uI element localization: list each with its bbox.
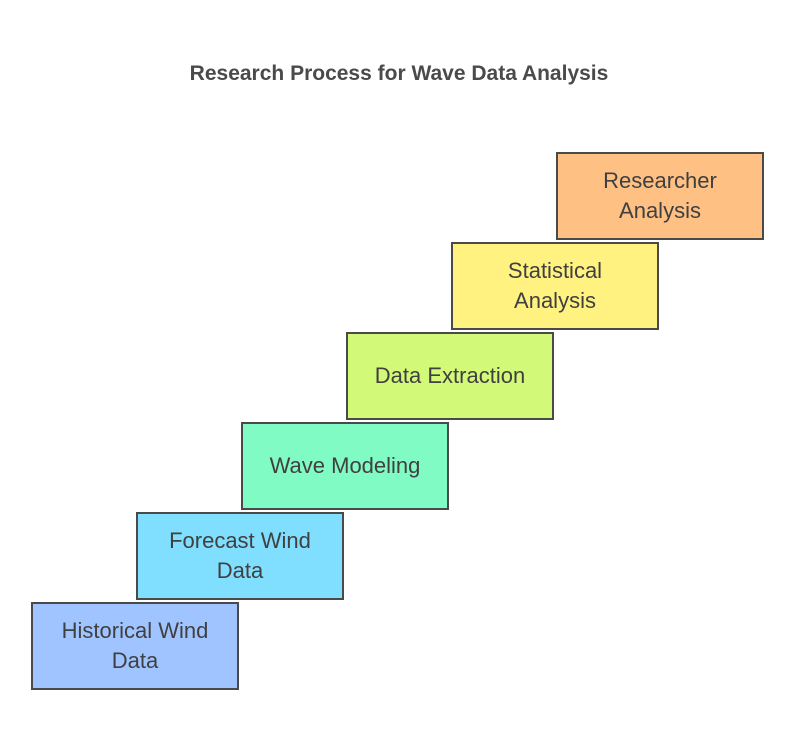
step-label: Data Extraction	[374, 363, 526, 388]
step-label: Wave Modeling	[269, 453, 421, 478]
diagram-title: Research Process for Wave Data Analysis	[189, 62, 609, 85]
step-label: Historical Wind Data	[61, 618, 209, 673]
step-historical-wind-data: Historical Wind Data	[31, 602, 239, 690]
step-wave-modeling: Wave Modeling	[241, 422, 449, 510]
step-statistical-analysis: Statistical Analysis	[451, 242, 659, 330]
step-researcher-analysis: Researcher Analysis	[556, 152, 764, 240]
step-label: Forecast Wind Data	[169, 528, 311, 583]
step-label: Statistical Analysis	[507, 258, 603, 313]
step-data-extraction: Data Extraction	[346, 332, 554, 420]
step-label: Researcher Analysis	[603, 168, 717, 223]
step-forecast-wind-data: Forecast Wind Data	[136, 512, 344, 600]
